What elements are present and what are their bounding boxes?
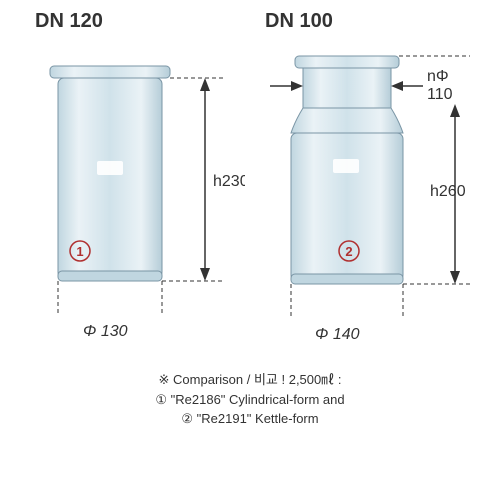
- caption-line-1: ※ Comparison / 비교 ! 2,500㎖ :: [30, 370, 470, 390]
- vessel-right-diameter-label: Φ 140: [315, 326, 360, 343]
- vessel-right-block: DN 100: [255, 10, 475, 360]
- vessel-left-svg: 1 h230 Φ 130: [25, 41, 245, 351]
- vessel-right-height-label: h260: [430, 183, 466, 200]
- vessel-left-diameter-label: Φ 130: [83, 323, 128, 340]
- vessel-left-block: DN 120 1: [25, 10, 245, 360]
- dn-label-right: DN 100: [265, 10, 475, 33]
- vessel-right-svg: 2 nΦ 110 h260 Φ 140: [255, 41, 495, 351]
- vessel-left-height-label: h230: [213, 173, 245, 190]
- vessel-left-number: 1: [76, 244, 83, 259]
- caption-num-2: ②: [181, 411, 193, 426]
- caption-text-2: "Re2186" Cylindrical-form and: [167, 392, 345, 407]
- caption-line-2: ① "Re2186" Cylindrical-form and: [30, 390, 470, 410]
- caption-area: ※ Comparison / 비교 ! 2,500㎖ : ① "Re2186" …: [0, 360, 500, 439]
- dn-label-left: DN 120: [35, 10, 245, 33]
- vessel-right-number: 2: [345, 244, 352, 259]
- vessel-right-neck-label: nΦ: [427, 68, 449, 85]
- caption-line-3: ② "Re2191" Kettle-form: [30, 409, 470, 429]
- diagram-area: DN 120 1: [0, 0, 500, 360]
- vessel-right-neck-value: 110: [427, 86, 453, 103]
- caption-text-3: "Re2191" Kettle-form: [193, 411, 319, 426]
- caption-num-1: ①: [155, 392, 167, 407]
